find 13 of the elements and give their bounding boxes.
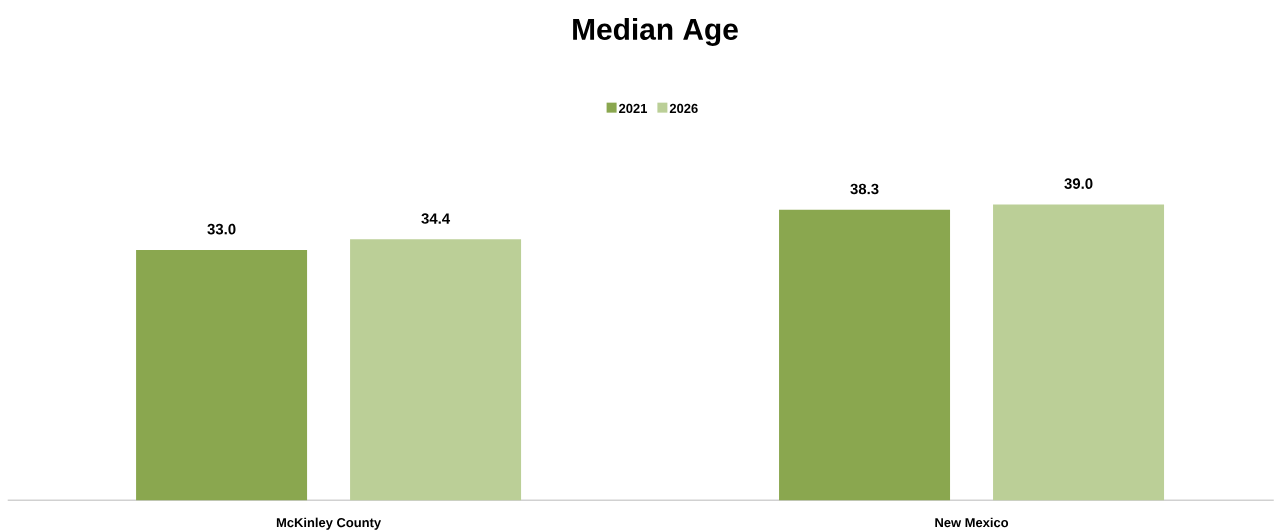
data-label: 33.0 [207,223,236,235]
data-label: 38.3 [850,183,879,195]
x-tick-label: McKinley County [276,517,382,530]
legend-label: 2026 [669,103,698,114]
data-label: 34.4 [421,213,451,224]
bar [993,204,1165,501]
data-label: 39.0 [1064,178,1093,189]
x-tick-label: New Mexico [935,517,1009,528]
bar [779,209,951,501]
bar [136,249,308,501]
legend-label: 2021 [619,103,648,114]
chart-title: Median Age [573,17,738,46]
bar [350,239,522,501]
